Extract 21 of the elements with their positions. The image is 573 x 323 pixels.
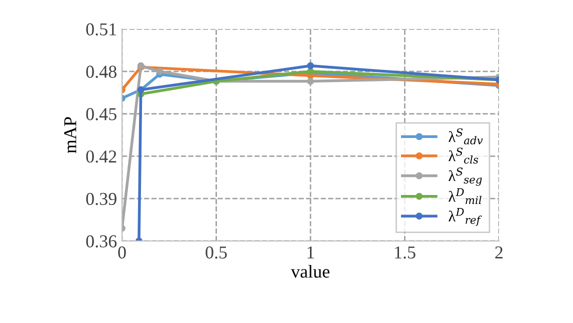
legend-label: λ$^{S}$$_{adv}$ <box>448 128 483 144</box>
x-tick-label: 0.5 <box>206 246 227 259</box>
y-tick-label: 0.39 <box>86 192 116 206</box>
point <box>307 62 314 70</box>
legend-label: λ$^{D}$$_{ref}$ <box>448 208 482 226</box>
legend-label: λ$^{S}$$_{seg}$ <box>448 168 482 186</box>
point <box>156 68 164 75</box>
y-tick-label: 0.36 <box>86 235 117 248</box>
x-tick-label: 1 <box>308 246 314 258</box>
x-tick-label: 1.5 <box>395 246 416 259</box>
y-axis-title: mAP <box>64 117 76 154</box>
y-tick-label: 0.42 <box>86 150 116 163</box>
x-tick-label: 2 <box>495 246 503 258</box>
x-axis-title: value <box>290 265 330 278</box>
legend-label: λ$^{S}$$_{cls}$ <box>448 148 478 164</box>
y-tick-label: 0.48 <box>86 66 116 78</box>
y-tick-label: 0.45 <box>86 108 116 120</box>
legend-label: λ$^{D}$$_{mil}$ <box>448 188 482 204</box>
point <box>307 78 314 85</box>
y-tick-label: 0.51 <box>86 23 116 36</box>
x-tick-label: 0 <box>118 246 126 259</box>
